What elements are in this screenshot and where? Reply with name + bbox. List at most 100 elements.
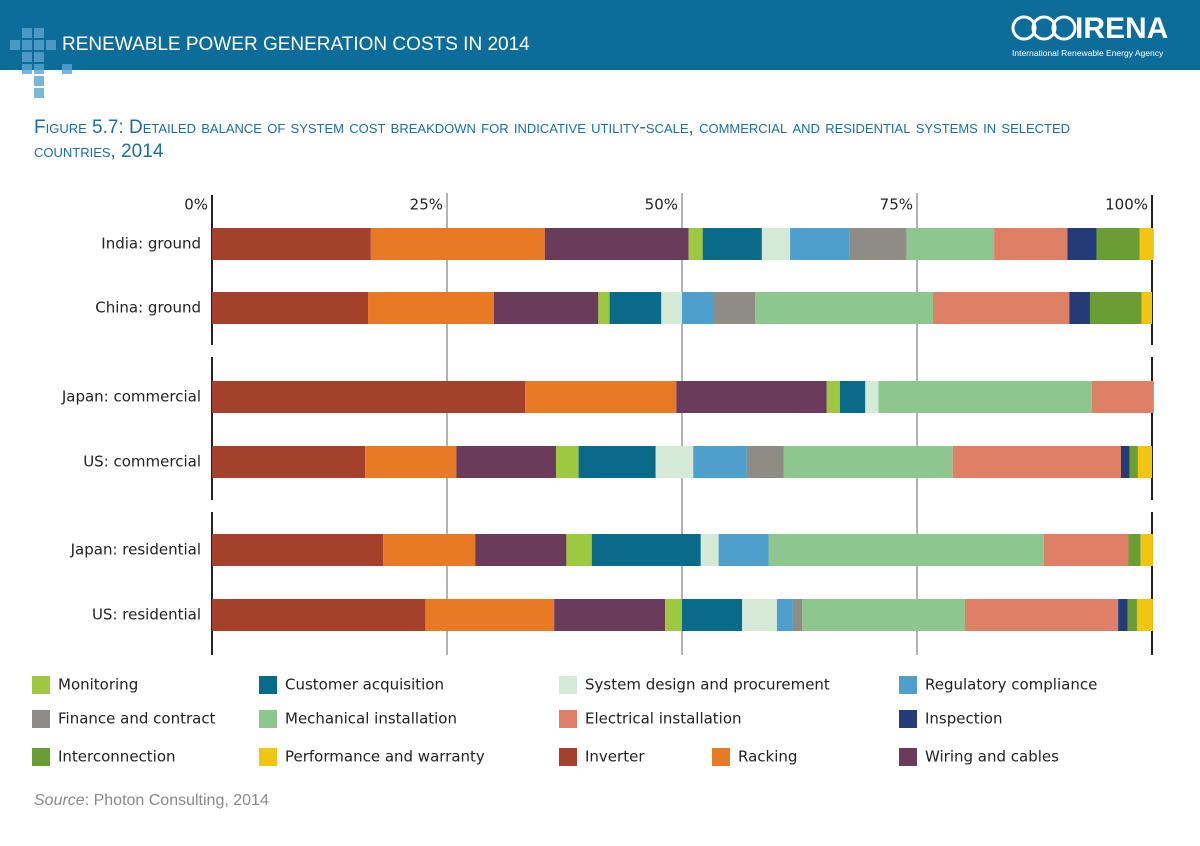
logo-icon — [1011, 15, 1077, 41]
bar-segment — [742, 599, 777, 631]
bar-segment — [554, 599, 666, 631]
bar-segment — [1136, 599, 1153, 631]
legend-swatch — [899, 710, 917, 728]
source: Source: Photon Consulting, 2014 — [34, 792, 269, 810]
bar-segment — [700, 534, 719, 566]
bar-segment — [718, 534, 769, 566]
x-tick-label: 75% — [880, 196, 913, 214]
bar-segment — [839, 381, 866, 413]
bar-segment — [383, 534, 476, 566]
bar-segment — [713, 292, 756, 324]
bar-segment — [964, 599, 1119, 631]
bar-segment — [783, 446, 953, 478]
bar-segment — [1127, 599, 1137, 631]
legend-label: Inverter — [585, 748, 645, 766]
bar-segment — [1118, 599, 1128, 631]
bar-segment — [682, 599, 743, 631]
x-tick-label: 25% — [410, 196, 443, 214]
bar-segment — [368, 292, 494, 324]
header-decoration — [10, 28, 72, 98]
legend-swatch — [899, 676, 917, 694]
legend-swatch — [32, 710, 50, 728]
bar-segment — [1043, 534, 1129, 566]
bar-segment — [1140, 534, 1153, 566]
bar-segment — [802, 599, 965, 631]
y-tick-label: US: commercial — [83, 453, 201, 471]
bar-segment — [1089, 292, 1142, 324]
bar-segment — [994, 228, 1068, 260]
legend-swatch — [712, 748, 730, 766]
bar-segment — [1120, 446, 1130, 478]
bar-segment — [952, 446, 1121, 478]
legend-label: Electrical installation — [585, 710, 742, 728]
bar-segment — [365, 446, 457, 478]
legend-label: Performance and warranty — [285, 748, 485, 766]
legend-swatch — [559, 748, 577, 766]
bar-segment — [776, 599, 793, 631]
bar-segment — [1091, 381, 1154, 413]
legend-label: System design and procurement — [585, 676, 830, 694]
bar-segment — [212, 381, 526, 413]
bar-segment — [655, 446, 694, 478]
legend-swatch — [559, 676, 577, 694]
figure-title: Figure 5.7: Detailed balance of system c… — [34, 117, 1071, 162]
bar-segment — [878, 381, 1092, 413]
bar-segment — [544, 228, 689, 260]
bar-segment — [556, 446, 579, 478]
bar-segment — [906, 228, 995, 260]
bar-segment — [456, 446, 557, 478]
bar-segment — [865, 381, 879, 413]
bar-segment — [212, 599, 426, 631]
bar-segment — [665, 599, 682, 631]
source-label: Source — [34, 792, 85, 809]
legend-swatch — [259, 710, 277, 728]
bar-segment — [755, 292, 933, 324]
bar-segment — [370, 228, 545, 260]
legend-label: Mechanical installation — [285, 710, 457, 728]
bar-segment — [761, 228, 791, 260]
legend-label: Customer acquisition — [285, 676, 444, 694]
bar-segment — [1141, 292, 1152, 324]
legend-label: Monitoring — [58, 676, 138, 694]
y-tick-label: India: ground — [101, 235, 201, 253]
bar-segment — [682, 292, 714, 324]
bar-segment — [578, 446, 656, 478]
logo-text: IRENA — [1075, 12, 1169, 45]
bar-segment — [1139, 228, 1154, 260]
bar-segment — [1067, 228, 1097, 260]
bar-segment — [212, 292, 369, 324]
bar-segment — [1129, 446, 1138, 478]
legend-swatch — [32, 676, 50, 694]
x-tick-label: 0% — [184, 196, 208, 214]
bar-segment — [525, 381, 677, 413]
bar-segment — [591, 534, 701, 566]
header-band — [0, 0, 1200, 70]
legend-label: Interconnection — [58, 748, 176, 766]
bar-segment — [849, 228, 907, 260]
bar-segment — [1137, 446, 1152, 478]
legend-label: Wiring and cables — [925, 748, 1059, 766]
source-text: : Photon Consulting, 2014 — [84, 792, 269, 809]
bar-segment — [688, 228, 703, 260]
bar-segment — [676, 381, 827, 413]
bar-segment — [768, 534, 1044, 566]
legend-label: Racking — [738, 748, 797, 766]
bar-segment — [494, 292, 599, 324]
x-tick-label: 50% — [645, 196, 678, 214]
bar-segment — [932, 292, 1070, 324]
bar-segment — [566, 534, 592, 566]
bar-segment — [1096, 228, 1140, 260]
y-tick-label: Japan: residential — [70, 541, 201, 559]
y-tick-label: China: ground — [95, 299, 201, 317]
bar-segment — [598, 292, 610, 324]
header-title: RENEWABLE POWER GENERATION COSTS IN 2014 — [62, 34, 530, 55]
y-tick-label: Japan: commercial — [61, 388, 201, 406]
bar-segment — [1069, 292, 1090, 324]
bar-segment — [475, 534, 567, 566]
bar-segment — [702, 228, 762, 260]
bar-segment — [790, 228, 850, 260]
legend-swatch — [559, 710, 577, 728]
y-tick-label: US: residential — [92, 606, 201, 624]
